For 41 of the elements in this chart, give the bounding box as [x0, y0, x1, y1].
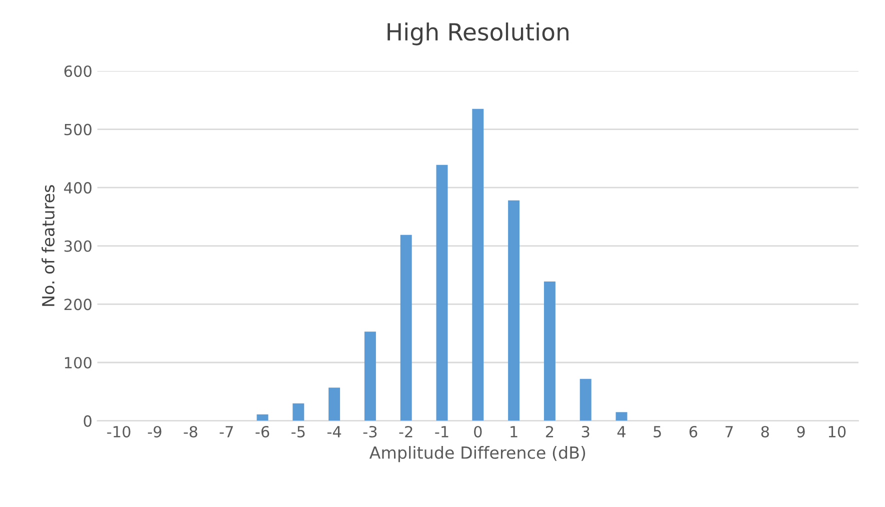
bar [616, 412, 628, 421]
x-tick-label: 4 [617, 426, 626, 438]
y-tick-label: 0 [84, 415, 92, 427]
bar [508, 200, 520, 421]
y-tick-label: 400 [64, 182, 92, 194]
bar [364, 332, 376, 421]
x-tick-label: 5 [654, 426, 661, 438]
x-tick-label: 3 [582, 426, 590, 438]
y-tick-label: 600 [64, 65, 92, 77]
chart-title: High Resolution [388, 22, 568, 46]
y-tick-label: 300 [64, 240, 92, 252]
bar [472, 108, 484, 421]
bar [544, 281, 556, 421]
x-tick-label: -4 [327, 426, 342, 438]
x-tick-label: -6 [256, 426, 270, 438]
x-tick-label: -9 [148, 426, 162, 438]
bar [436, 164, 448, 421]
y-tick-label: 200 [64, 298, 92, 310]
y-tick-label: 100 [65, 356, 92, 369]
x-axis-title: Amplitude Difference (dB) [369, 446, 586, 462]
x-tick-label: 1 [510, 426, 518, 438]
y-axis-title: No. of features [42, 185, 55, 306]
bar [328, 388, 340, 421]
x-tick-label: 0 [474, 426, 482, 438]
x-tick-label: 6 [690, 426, 698, 438]
x-tick-label: -2 [399, 426, 412, 438]
x-tick-label: 10 [828, 426, 846, 438]
x-tick-label: 9 [797, 426, 805, 438]
x-tick-label: -7 [220, 426, 233, 438]
x-tick-label: -8 [184, 426, 198, 438]
bar [400, 234, 412, 421]
x-tick-label: -1 [435, 426, 448, 438]
bar [292, 403, 304, 421]
x-tick-label: 7 [726, 426, 733, 438]
x-tick-label: 8 [761, 426, 769, 438]
x-tick-label: 2 [546, 426, 554, 438]
x-tick-label: -10 [107, 426, 130, 438]
y-tick-label: 500 [64, 124, 92, 136]
x-tick-label: -3 [363, 426, 377, 438]
x-tick-label: -5 [292, 426, 305, 438]
bar [580, 378, 592, 421]
